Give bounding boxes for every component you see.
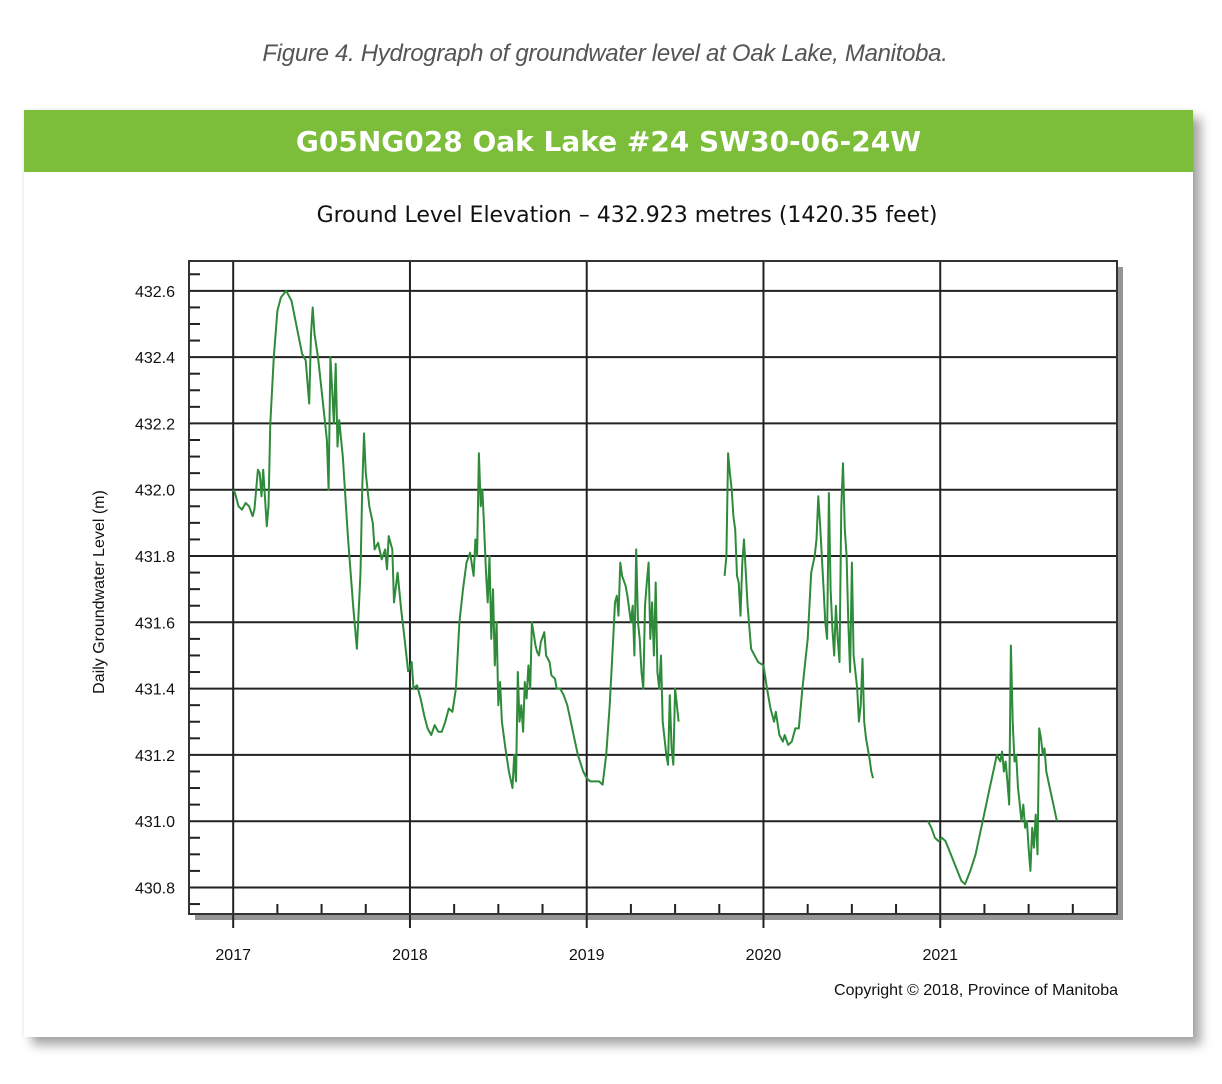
gridlines (188, 261, 1117, 928)
figure-caption: Figure 4. Hydrograph of groundwater leve… (262, 40, 948, 67)
chart-banner-title: G05NG028 Oak Lake #24 SW30-06-24W (24, 110, 1193, 172)
y-tick-label: 432.6 (135, 284, 175, 301)
series-line-segment (927, 644, 1058, 886)
y-tick-label: 430.8 (135, 880, 175, 897)
y-tick-label: 431.2 (135, 748, 175, 765)
plot-border (188, 260, 1118, 915)
series-line-segment (232, 289, 410, 673)
y-tick-label: 432.4 (135, 350, 175, 367)
x-tick-label: 2017 (215, 947, 251, 964)
y-tick-label: 431.8 (135, 549, 175, 566)
axis-ticks (188, 273, 1118, 914)
y-tick-label: 431.4 (135, 682, 175, 699)
x-tick-label: 2019 (569, 947, 605, 964)
chart-subtitle: Ground Level Elevation – 432.923 metres … (317, 203, 938, 228)
x-tick-label: 2021 (922, 947, 958, 964)
series-line-segment (407, 452, 680, 789)
copyright-notice: Copyright © 2018, Province of Manitoba (834, 982, 1118, 999)
x-tick-label: 2020 (746, 947, 782, 964)
plot-frame (188, 260, 1118, 915)
y-tick-label: 432.0 (135, 483, 175, 500)
y-tick-label: 431.0 (135, 814, 175, 831)
y-axis-title: Daily Groundwater Level (m) (91, 490, 108, 694)
x-tick-label: 2018 (392, 947, 428, 964)
tick-labels: 430.8 431.0 431.2 431.4 431.6 431.8 432.0 432.2… (135, 284, 958, 964)
plot-area (189, 261, 1117, 914)
y-tick-label: 431.6 (135, 615, 175, 632)
y-tick-label: 432.2 (135, 416, 175, 433)
series-lines (232, 289, 1058, 886)
plot-background (189, 261, 1117, 914)
series-line-segment (723, 452, 875, 779)
